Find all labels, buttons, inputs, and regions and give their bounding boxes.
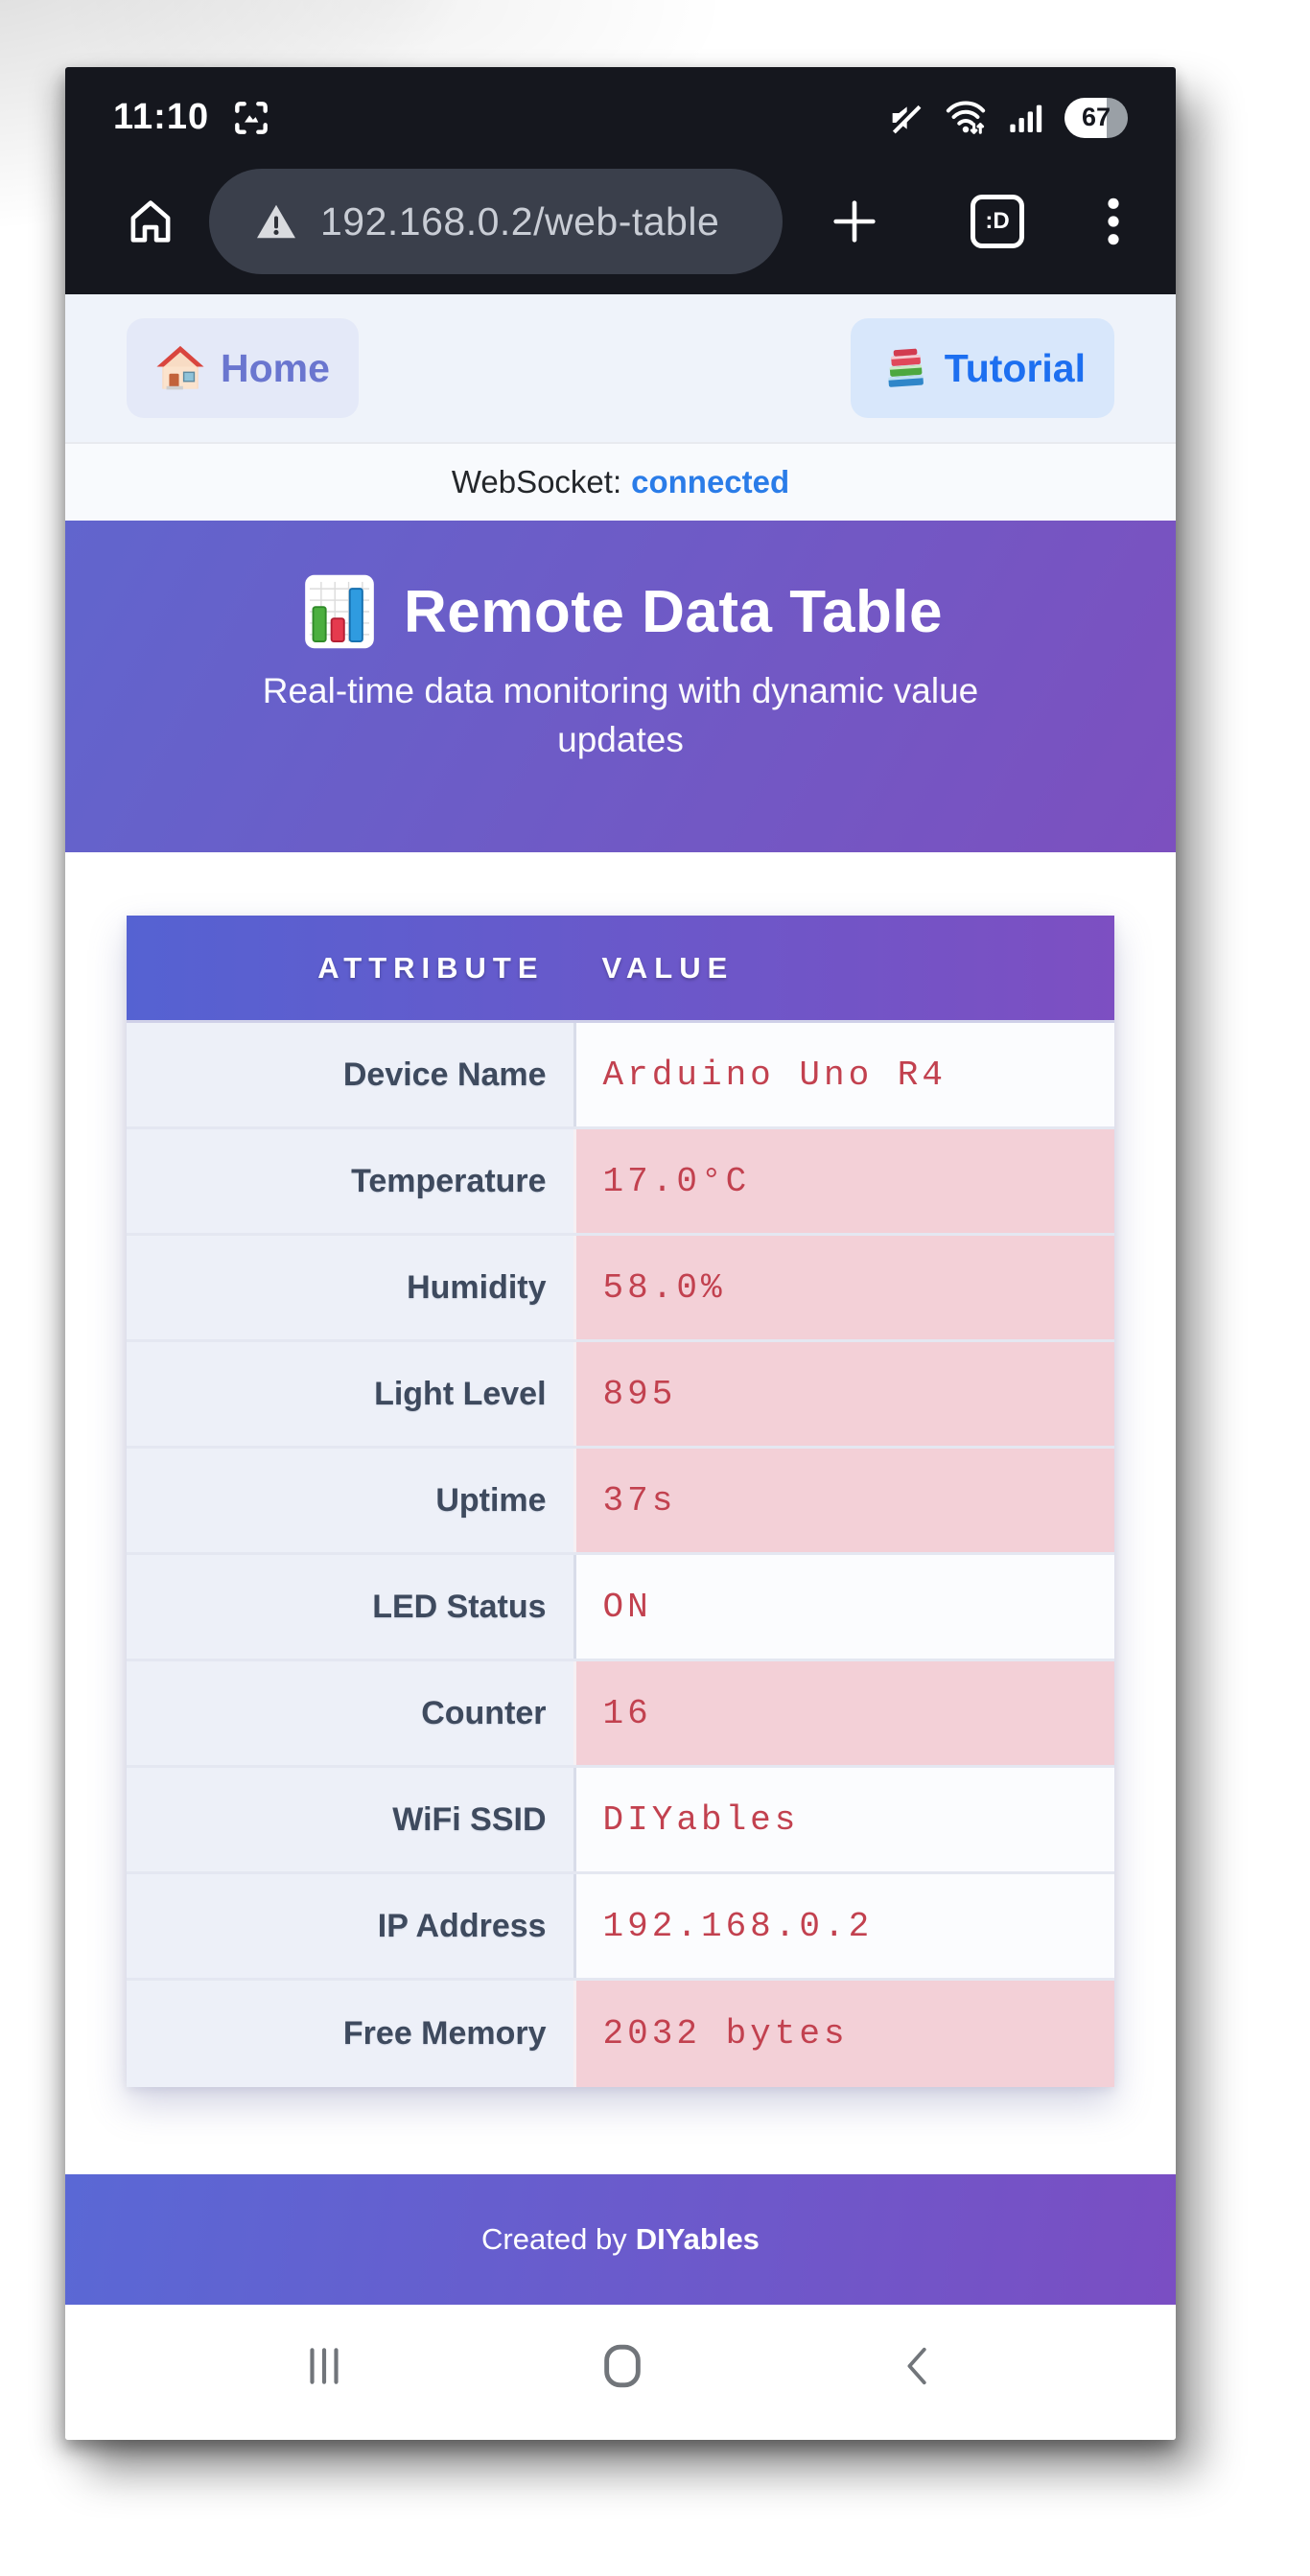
android-nav-bar xyxy=(65,2305,1176,2440)
attribute-cell: LED Status xyxy=(127,1555,573,1659)
phone-screenshot: 11:10 xyxy=(65,67,1176,2440)
table-row: Device Name Arduino Uno R4 xyxy=(127,1023,1114,1129)
attribute-cell: Counter xyxy=(127,1661,573,1765)
house-icon xyxy=(156,345,204,390)
table-body: Device Name Arduino Uno R4 Temperature 17.0… xyxy=(127,1023,1114,2087)
url-text: 192.168.0.2/web-table xyxy=(320,198,720,244)
value-cell: 37s xyxy=(573,1449,1114,1552)
tab-count-badge: :D xyxy=(985,208,1010,234)
status-icons: 67 xyxy=(886,97,1128,138)
page-header: Remote Data Table Real-time data monitor… xyxy=(65,521,1176,852)
table-row: WiFi SSID DIYables xyxy=(127,1768,1114,1874)
value-cell: 895 xyxy=(573,1342,1114,1446)
attribute-cell: IP Address xyxy=(127,1874,573,1978)
table-row: Uptime 37s xyxy=(127,1449,1114,1555)
websocket-status-bar: WebSocket: connected xyxy=(65,442,1176,521)
data-table: ATTRIBUTE VALUE Device Name Arduino Uno R… xyxy=(127,916,1114,2087)
attribute-column-header: ATTRIBUTE xyxy=(317,950,545,985)
value-cell: 16 xyxy=(573,1661,1114,1765)
footer-brand: DIYables xyxy=(635,2222,760,2256)
status-bar: 11:10 xyxy=(65,67,1176,158)
value-cell: DIYables xyxy=(573,1768,1114,1871)
page-footer: Created by DIYables xyxy=(65,2174,1176,2305)
screenshot-icon xyxy=(235,101,268,134)
attribute-cell: Light Level xyxy=(127,1342,573,1446)
table-row: Temperature 17.0°C xyxy=(127,1129,1114,1236)
attribute-cell: Free Memory xyxy=(127,1981,573,2087)
footer-text: Created by xyxy=(481,2222,627,2256)
wifi-icon xyxy=(946,100,986,134)
value-cell: 17.0°C xyxy=(573,1129,1114,1233)
url-bar[interactable]: 192.168.0.2/web-table xyxy=(209,169,783,274)
table-row: Free Memory 2032 bytes xyxy=(127,1981,1114,2087)
tab-switcher[interactable]: :D xyxy=(971,195,1024,248)
websocket-label: WebSocket: xyxy=(451,464,622,499)
muted-speaker-icon xyxy=(890,102,922,133)
battery-indicator: 67 xyxy=(1064,97,1128,138)
page-title: Remote Data Table xyxy=(403,578,944,645)
signal-strength-icon xyxy=(1010,104,1042,132)
value-cell: 2032 bytes xyxy=(573,1981,1114,2087)
home-button[interactable]: Home xyxy=(127,318,359,418)
table-row: Counter 16 xyxy=(127,1661,1114,1768)
attribute-cell: Humidity xyxy=(127,1236,573,1339)
browser-toolbar: 192.168.0.2/web-table :D xyxy=(65,158,1176,294)
value-cell: Arduino Uno R4 xyxy=(573,1023,1114,1126)
value-cell: ON xyxy=(573,1555,1114,1659)
browser-home-icon[interactable] xyxy=(123,194,178,249)
back-icon[interactable] xyxy=(897,2342,941,2390)
insecure-warning-icon xyxy=(257,204,295,239)
tutorial-button-label: Tutorial xyxy=(944,345,1086,390)
attribute-cell: Temperature xyxy=(127,1129,573,1233)
page-content: ATTRIBUTE VALUE Device Name Arduino Uno R… xyxy=(65,852,1176,2174)
value-cell: 58.0% xyxy=(573,1236,1114,1339)
value-cell: 192.168.0.2 xyxy=(573,1874,1114,1978)
recents-icon[interactable] xyxy=(300,2342,348,2390)
android-home-icon[interactable] xyxy=(596,2339,649,2393)
table-header-row: ATTRIBUTE VALUE xyxy=(127,916,1114,1023)
table-row: LED Status ON xyxy=(127,1555,1114,1661)
value-column-header: VALUE xyxy=(601,950,735,985)
websocket-status: connected xyxy=(631,464,790,499)
clock: 11:10 xyxy=(113,97,210,137)
page-nav: Home Tutorial xyxy=(65,294,1176,442)
table-row: Humidity 58.0% xyxy=(127,1236,1114,1342)
new-tab-icon[interactable] xyxy=(827,194,882,249)
battery-percent: 67 xyxy=(1081,103,1111,131)
page-subtitle: Real-time data monitoring with dynamic v… xyxy=(262,671,979,760)
tutorial-button[interactable]: Tutorial xyxy=(850,318,1114,418)
attribute-cell: Uptime xyxy=(127,1449,573,1552)
books-icon xyxy=(888,348,924,387)
menu-kebab-icon[interactable] xyxy=(1107,194,1120,249)
home-button-label: Home xyxy=(221,345,330,390)
attribute-cell: WiFi SSID xyxy=(127,1768,573,1871)
bar-chart-icon xyxy=(305,574,374,649)
attribute-cell: Device Name xyxy=(127,1023,573,1126)
table-row: Light Level 895 xyxy=(127,1342,1114,1449)
table-row: IP Address 192.168.0.2 xyxy=(127,1874,1114,1981)
